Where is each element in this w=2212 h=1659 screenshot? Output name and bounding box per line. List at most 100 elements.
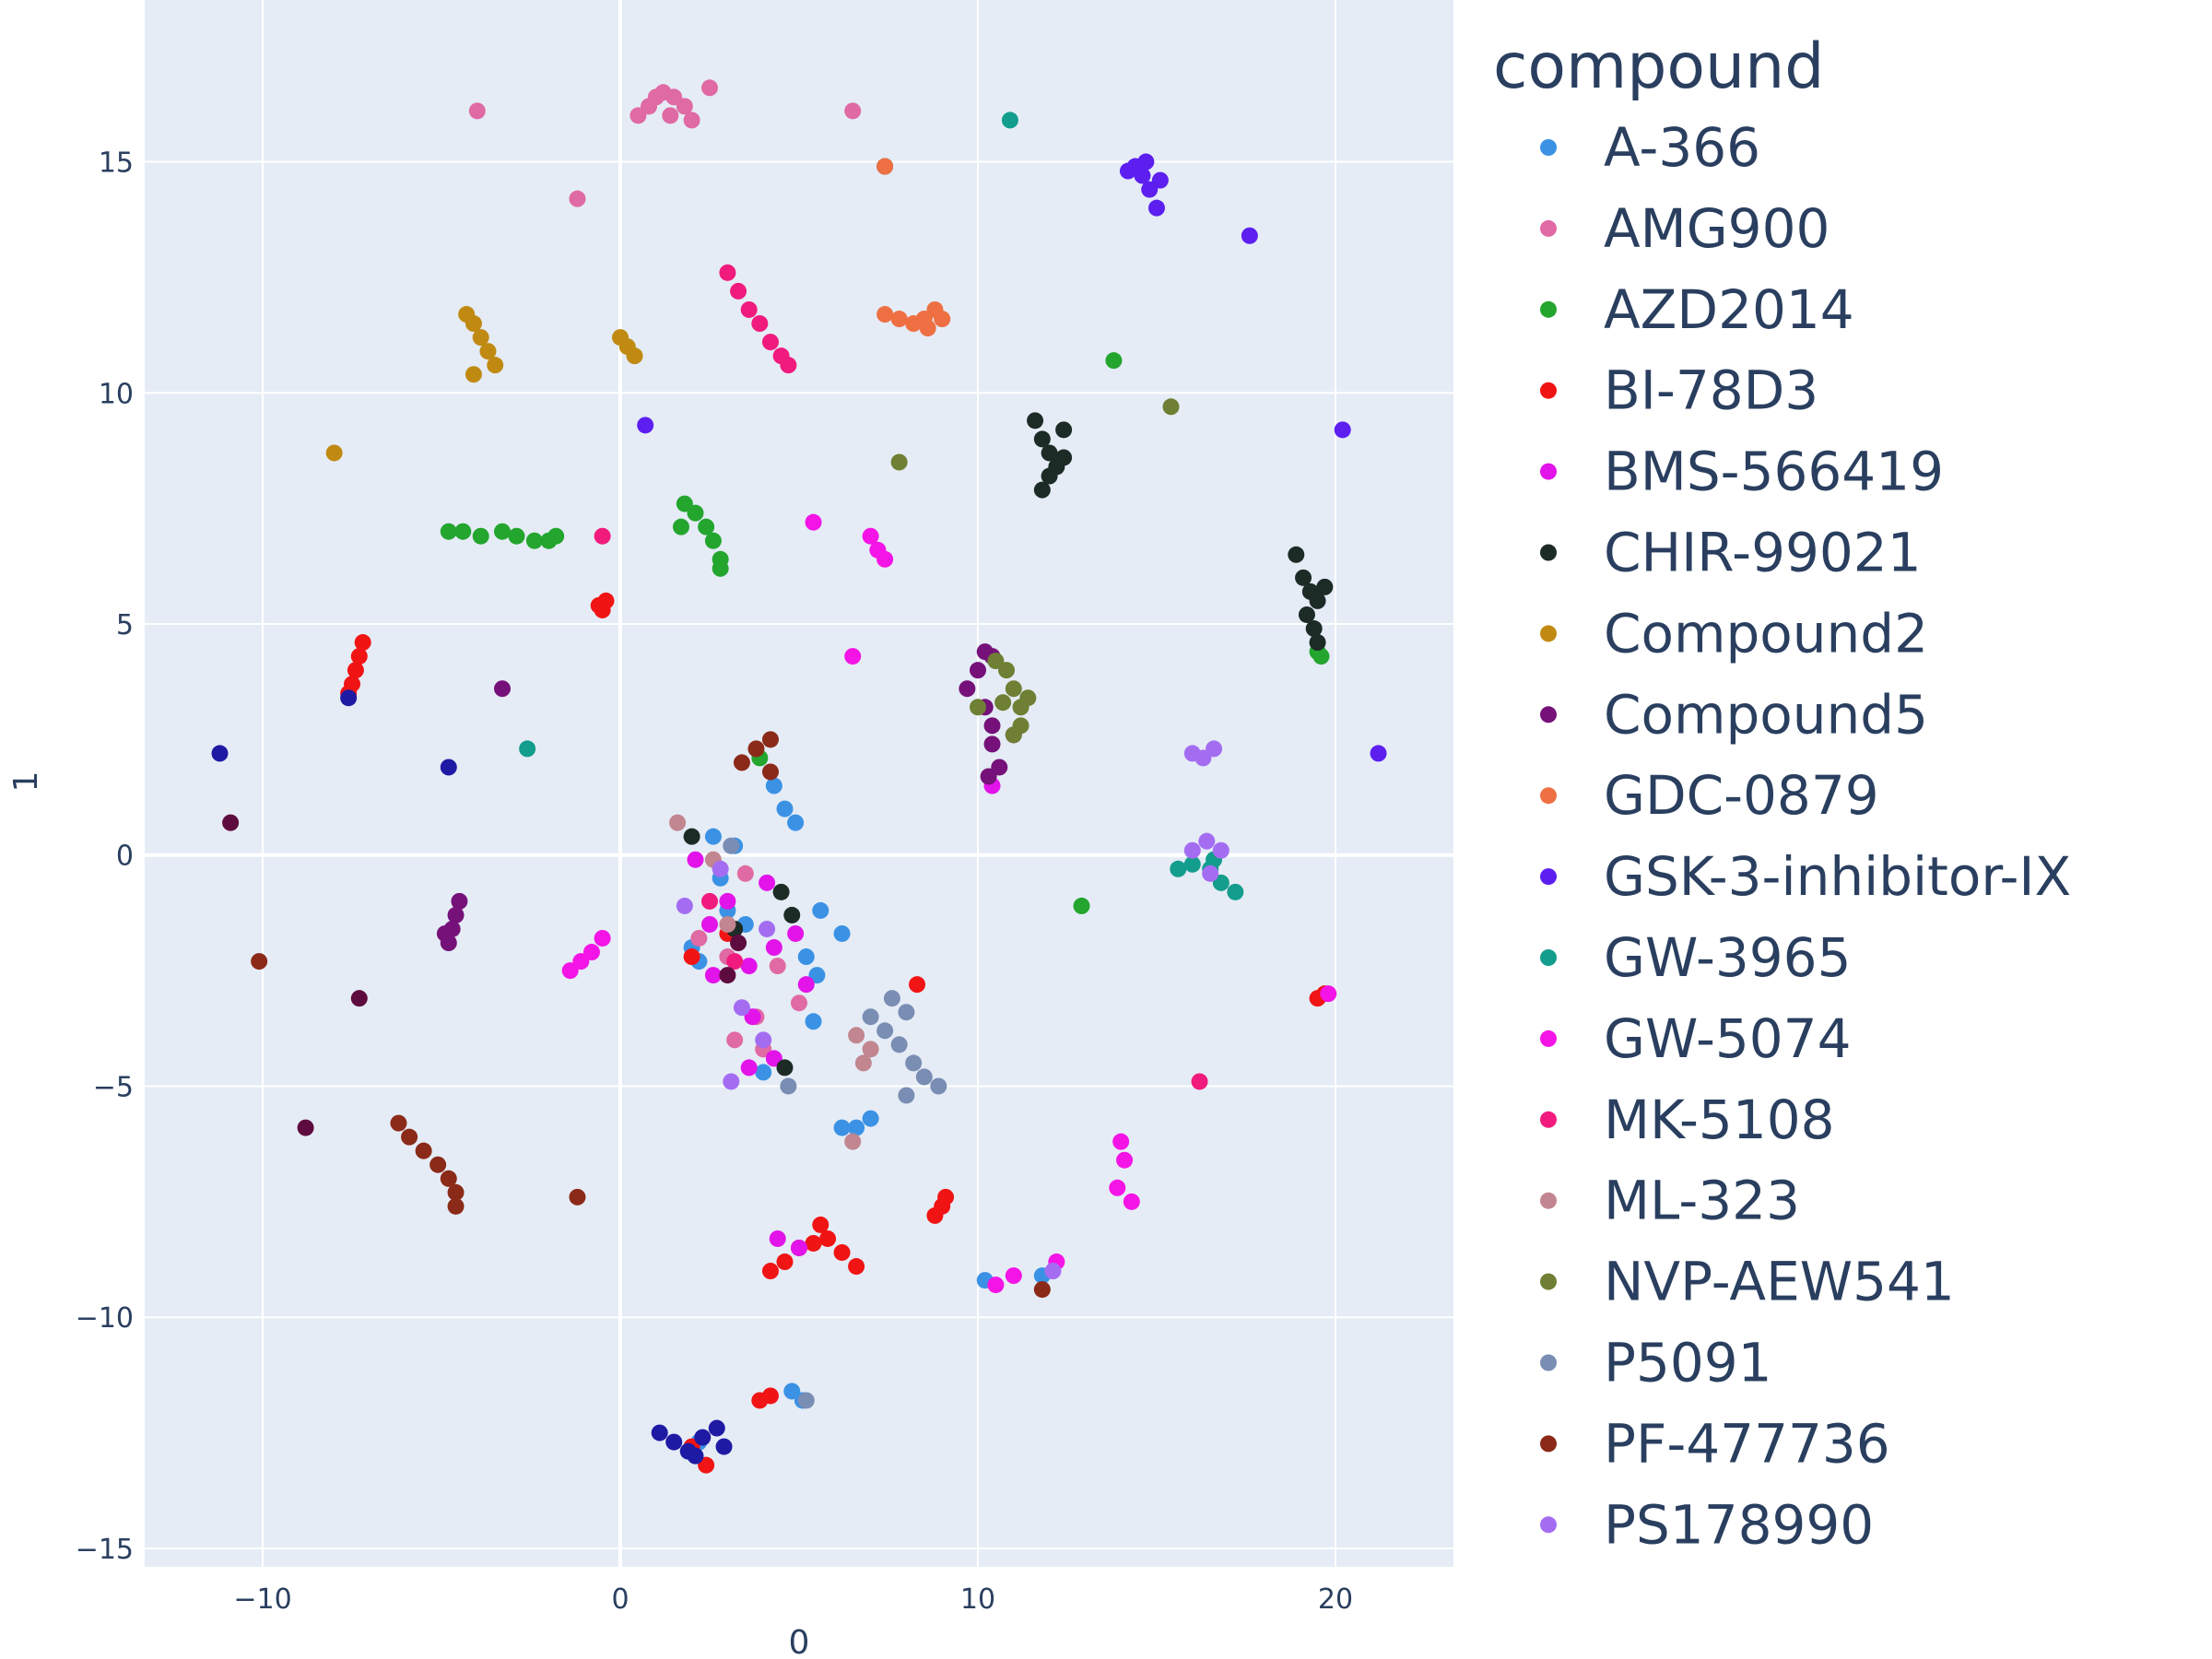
data-point bbox=[983, 735, 1001, 753]
data-point bbox=[1295, 569, 1312, 586]
data-point bbox=[877, 306, 894, 324]
data-point bbox=[440, 523, 457, 540]
legend: compound A-366 AMG900 AZD2014 BI-78D3 BMS-56… bbox=[1493, 30, 2071, 1556]
legend-marker bbox=[1540, 219, 1557, 237]
data-point bbox=[354, 634, 371, 652]
data-point bbox=[930, 1077, 947, 1095]
data-point bbox=[776, 1059, 794, 1077]
data-point bbox=[890, 453, 908, 471]
data-point bbox=[987, 653, 1005, 670]
data-point bbox=[797, 948, 815, 966]
data-point bbox=[701, 892, 719, 910]
data-point bbox=[340, 689, 358, 707]
data-point bbox=[1370, 745, 1387, 762]
data-point bbox=[594, 929, 611, 947]
data-point bbox=[844, 648, 862, 665]
data-point bbox=[561, 962, 579, 980]
data-point bbox=[812, 901, 830, 919]
data-point bbox=[390, 1114, 407, 1132]
data-point bbox=[1309, 592, 1326, 609]
data-point bbox=[733, 999, 750, 1017]
data-point bbox=[1170, 860, 1187, 877]
data-point bbox=[1134, 167, 1151, 184]
legend-marker bbox=[1540, 382, 1557, 399]
data-point bbox=[1105, 352, 1123, 370]
data-point bbox=[937, 1188, 955, 1206]
legend-item-label: GSK-3-inhibitor-IX bbox=[1604, 845, 2071, 908]
data-point bbox=[1202, 865, 1219, 882]
data-point bbox=[769, 958, 786, 975]
legend-item-label: Compound2 bbox=[1604, 602, 1928, 665]
data-point bbox=[704, 967, 722, 984]
data-point bbox=[701, 79, 719, 97]
data-point bbox=[683, 948, 700, 966]
data-point bbox=[833, 1119, 851, 1136]
data-point bbox=[687, 851, 704, 868]
data-point bbox=[447, 1197, 465, 1215]
data-point bbox=[740, 958, 758, 975]
data-point bbox=[805, 1234, 822, 1252]
data-point bbox=[1151, 171, 1169, 189]
data-point bbox=[819, 1230, 837, 1247]
data-point bbox=[862, 1110, 879, 1127]
data-point bbox=[915, 1068, 933, 1086]
data-point bbox=[833, 924, 851, 942]
data-point bbox=[429, 1156, 447, 1173]
legend-marker bbox=[1540, 300, 1557, 318]
data-point bbox=[683, 112, 700, 129]
legend-marker bbox=[1540, 949, 1557, 966]
data-point bbox=[805, 1013, 822, 1030]
data-point bbox=[1123, 1193, 1140, 1210]
y-tick-label: 5 bbox=[116, 609, 134, 641]
data-point bbox=[730, 282, 747, 300]
data-point bbox=[1116, 1151, 1134, 1169]
data-point bbox=[251, 953, 268, 971]
data-point bbox=[755, 1064, 772, 1081]
data-point bbox=[447, 1183, 465, 1201]
data-point bbox=[572, 953, 590, 971]
data-point bbox=[350, 648, 368, 665]
data-point bbox=[708, 1419, 725, 1437]
data-point bbox=[350, 990, 368, 1007]
data-point bbox=[1147, 199, 1165, 217]
data-point bbox=[759, 920, 776, 937]
data-point bbox=[547, 527, 565, 545]
data-point bbox=[759, 874, 776, 891]
data-point bbox=[755, 1031, 772, 1049]
data-point bbox=[761, 1263, 779, 1280]
legend-item-label: P5091 bbox=[1604, 1332, 1772, 1394]
data-point bbox=[980, 768, 997, 785]
data-point bbox=[787, 814, 805, 831]
data-point bbox=[769, 1230, 786, 1247]
data-point bbox=[719, 967, 736, 984]
data-point bbox=[898, 1004, 915, 1021]
data-point bbox=[669, 814, 687, 831]
legend-title: compound bbox=[1493, 30, 1824, 103]
data-point bbox=[1041, 467, 1058, 485]
legend-item-label: BMS-566419 bbox=[1604, 441, 1944, 503]
data-point bbox=[401, 1128, 418, 1146]
data-point bbox=[1055, 421, 1073, 439]
data-point bbox=[519, 740, 536, 758]
data-point bbox=[704, 828, 722, 845]
data-point bbox=[569, 190, 586, 207]
data-point bbox=[1191, 1073, 1208, 1090]
data-point bbox=[651, 1424, 668, 1441]
data-point bbox=[994, 694, 1012, 712]
data-point bbox=[1320, 985, 1337, 1003]
data-point bbox=[719, 915, 736, 933]
data-point bbox=[582, 944, 600, 961]
data-point bbox=[1141, 181, 1159, 198]
data-point bbox=[687, 1447, 704, 1465]
data-point bbox=[1212, 841, 1230, 859]
data-point bbox=[1298, 606, 1315, 623]
data-point bbox=[844, 102, 862, 120]
data-point bbox=[715, 1438, 733, 1455]
data-point bbox=[890, 1036, 908, 1053]
data-point bbox=[791, 1239, 807, 1256]
y-tick-label: −5 bbox=[93, 1071, 134, 1103]
data-point bbox=[877, 550, 894, 568]
data-point bbox=[862, 1041, 879, 1058]
data-point bbox=[991, 759, 1008, 776]
